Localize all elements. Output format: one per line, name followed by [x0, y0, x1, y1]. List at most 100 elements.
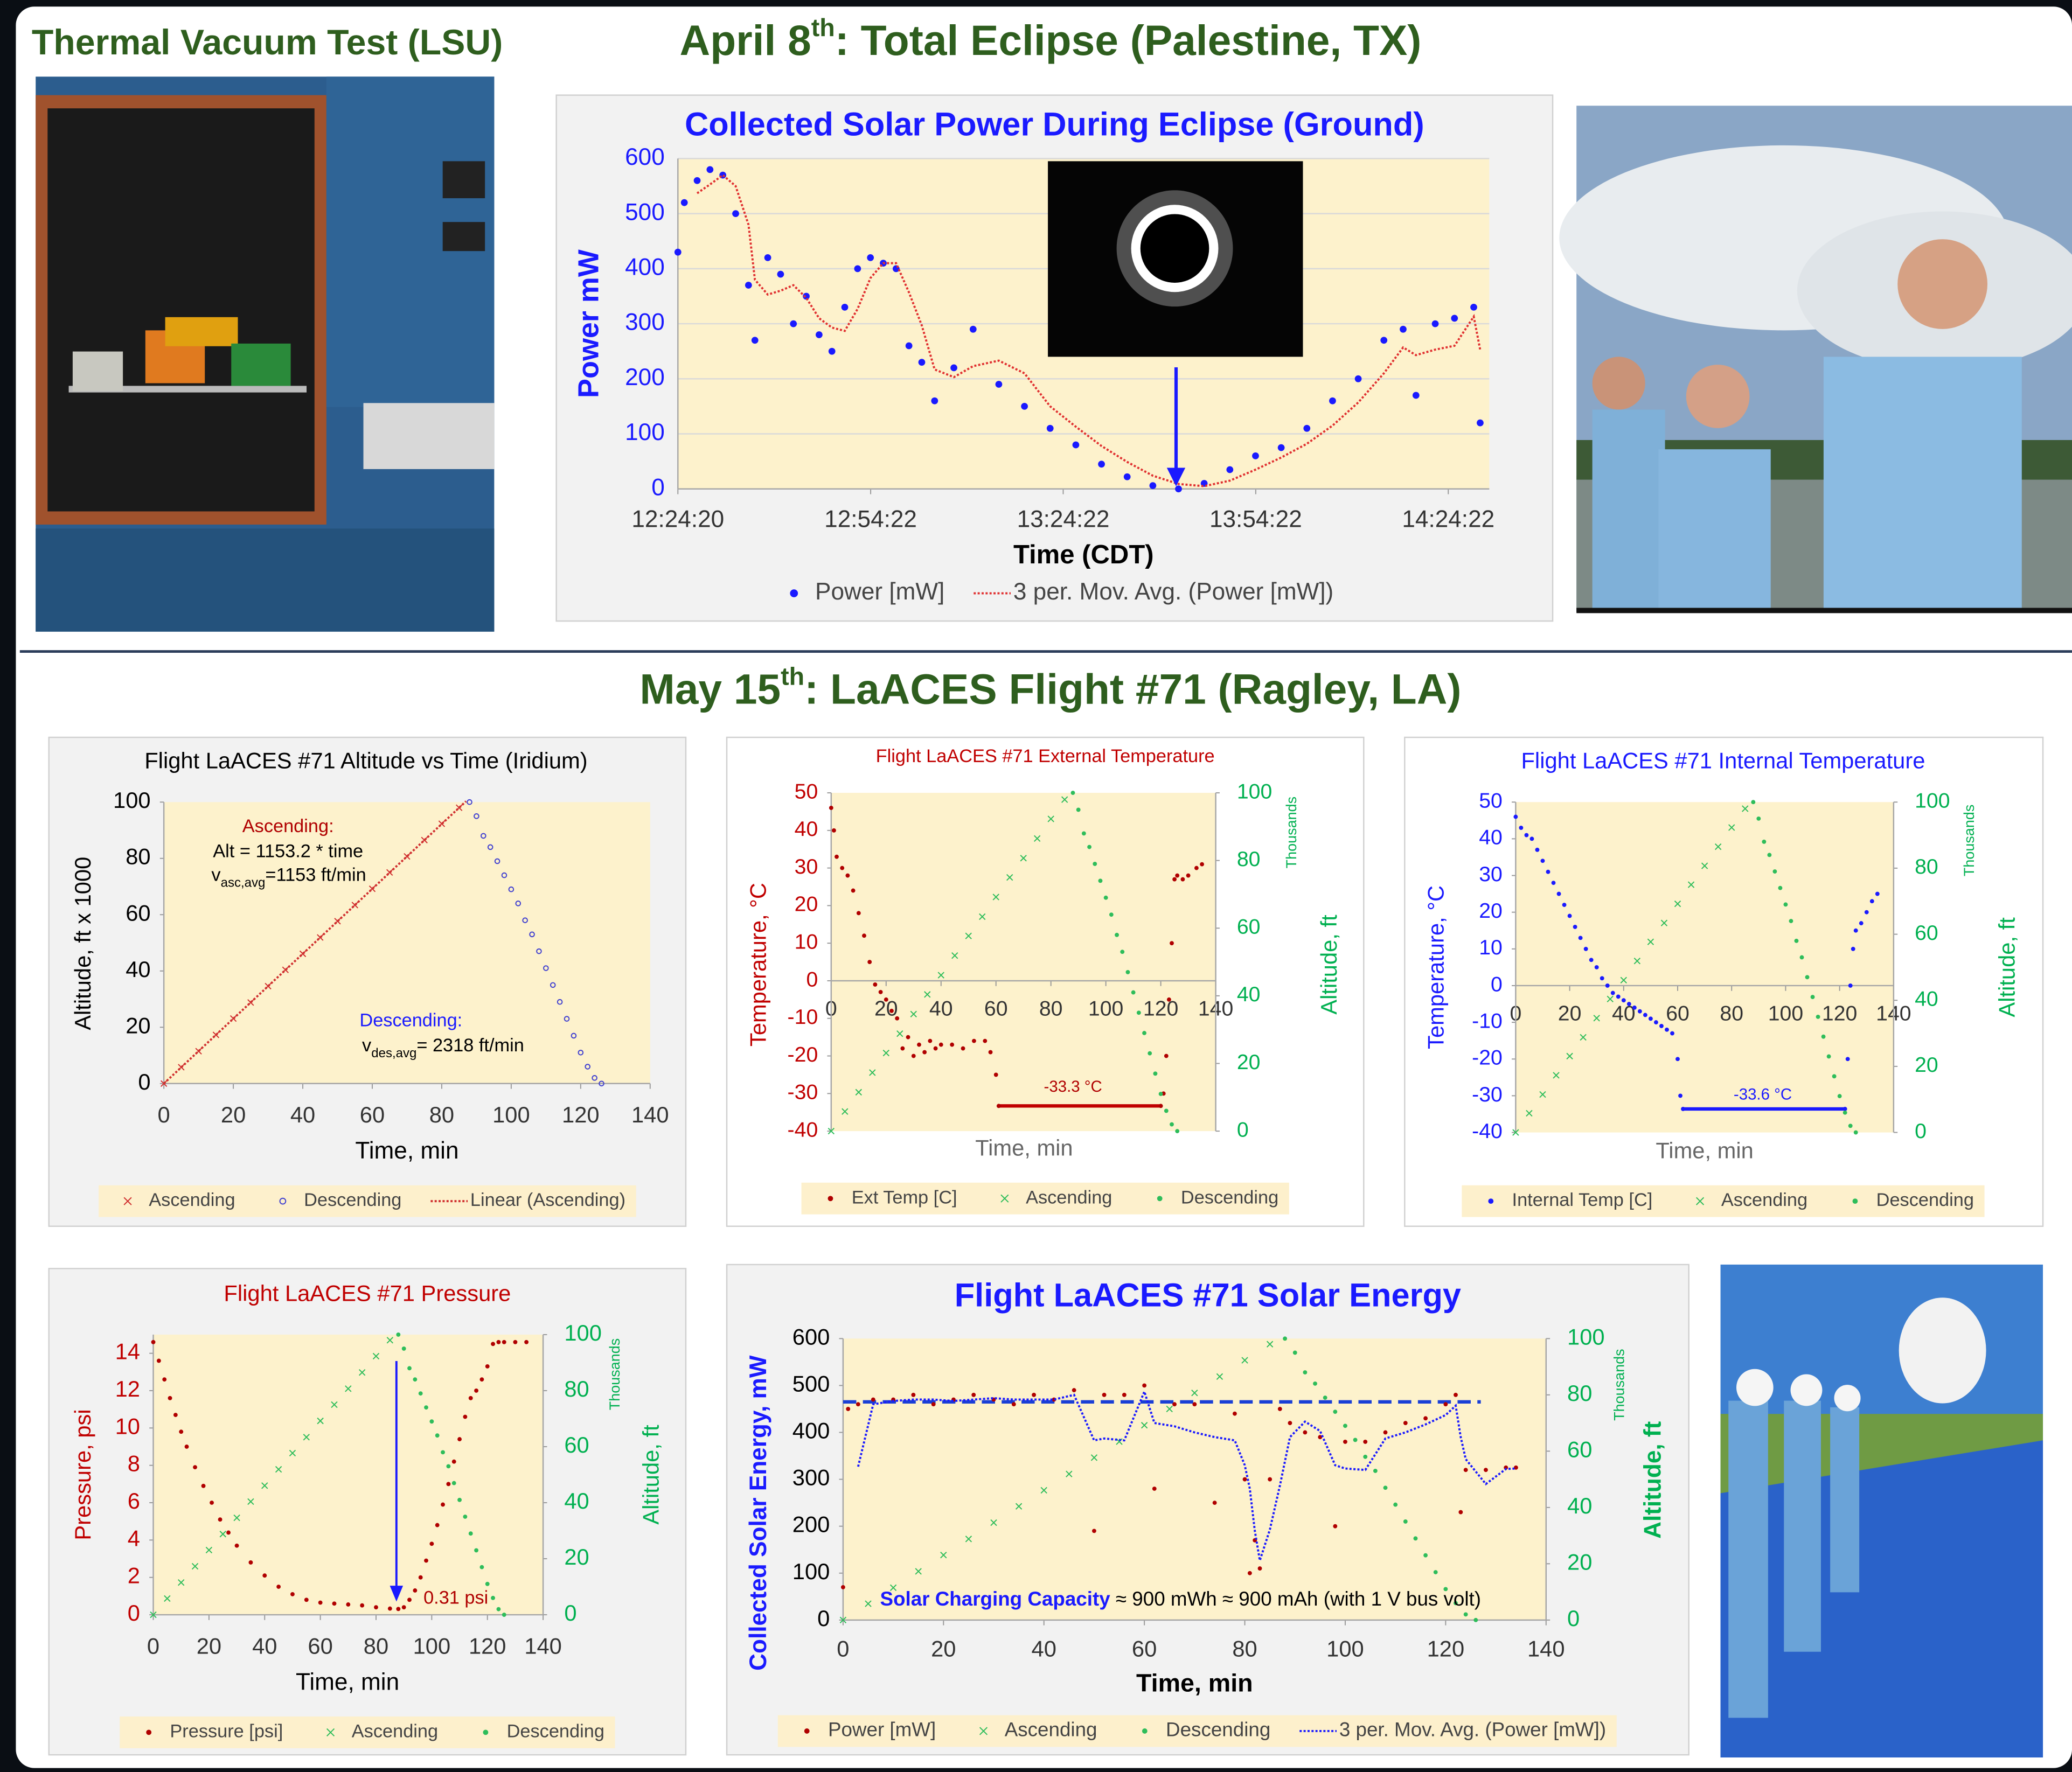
data-point: [1519, 826, 1523, 830]
data-point: [950, 1043, 954, 1047]
data-point: [1611, 991, 1615, 995]
x-tick-label: 60: [308, 1633, 332, 1658]
heading-part: May 15: [639, 665, 781, 713]
data-point: [1283, 1336, 1287, 1341]
data-point: [396, 1607, 400, 1611]
y-tick-label: -20: [1472, 1046, 1503, 1070]
data-point: [218, 1517, 223, 1522]
data-point: [994, 1073, 998, 1077]
data-point: [1149, 482, 1156, 489]
data-point: [1795, 939, 1799, 943]
data-point: [1524, 833, 1528, 838]
x-tick-label: 140: [524, 1633, 562, 1658]
legend-label: Power [mW]: [815, 578, 944, 605]
legend-label: Descending: [1166, 1719, 1270, 1741]
data-point: [151, 1340, 156, 1344]
x-tick-label: 120: [1143, 996, 1178, 1020]
data-point: [1767, 853, 1771, 857]
heading-part: : LaACES Flight #71 (Ragley, LA): [804, 665, 1461, 713]
data-point: [1098, 878, 1103, 883]
y-tick-label: 20: [126, 1013, 150, 1038]
data-point: [1167, 997, 1171, 1002]
y2-axis-label: Altitude, ft: [638, 1425, 664, 1525]
section-heading: April 8th: Total Eclipse (Palestine, TX): [680, 13, 1422, 64]
data-point: [1170, 941, 1174, 945]
data-point: [867, 960, 872, 964]
data-point: [1333, 1524, 1337, 1529]
data-point: [1175, 485, 1182, 492]
data-point: [989, 1050, 993, 1055]
data-point: [971, 1393, 976, 1397]
x-tick-label: 40: [290, 1102, 315, 1127]
data-point: [413, 1588, 417, 1593]
data-point: [193, 1465, 197, 1469]
x-tick-label: 14:24:22: [1402, 506, 1494, 532]
y2-axis-label: Altitude, ft: [1994, 917, 2019, 1017]
chart: Flight LaACES #71 External Temperature-4…: [727, 737, 1364, 1226]
data-point: [1827, 1055, 1831, 1059]
data-point: [429, 1419, 434, 1424]
data-point: [248, 1560, 253, 1565]
x-tick-label: 100: [1088, 996, 1123, 1020]
legend-marker: [804, 1728, 810, 1734]
data-point: [919, 359, 926, 366]
data-point: [1681, 1107, 1685, 1111]
data-point: [1076, 808, 1081, 812]
data-point: [1393, 1503, 1397, 1507]
data-point: [1477, 420, 1484, 427]
photo-balloon: [1721, 1265, 2043, 1757]
person: [1658, 449, 1770, 612]
data-point: [1175, 874, 1179, 878]
x-tick-label: 100: [492, 1102, 530, 1127]
annotation-part: v: [362, 1035, 372, 1056]
data-point: [1303, 1431, 1307, 1435]
data-point: [201, 1484, 206, 1488]
y-tick-label: 20: [795, 892, 818, 916]
y2-tick-label: 100: [1567, 1324, 1605, 1349]
data-point: [1363, 1440, 1367, 1444]
data-point: [446, 1464, 450, 1468]
data-point: [1762, 840, 1766, 844]
data-point: [1032, 1393, 1036, 1397]
y2-tick-label: 80: [1567, 1380, 1592, 1406]
x-axis-label: Time, min: [355, 1138, 458, 1164]
legend-marker: [790, 589, 798, 597]
legend-marker: [146, 1729, 151, 1735]
y-tick-label: 12: [115, 1376, 140, 1401]
y-tick-label: 6: [128, 1488, 140, 1513]
x-tick-label: 140: [1527, 1636, 1565, 1661]
data-point: [1071, 791, 1075, 795]
data-point: [1670, 1031, 1674, 1036]
data-point: [851, 889, 856, 893]
x-tick-label: 40: [1612, 1001, 1636, 1025]
data-point: [429, 1541, 434, 1546]
x-tick-label: 40: [1032, 1636, 1056, 1661]
y-tick-label: 30: [1479, 862, 1503, 886]
x-axis-label: Time, min: [296, 1669, 399, 1695]
data-point: [895, 1016, 899, 1021]
data-point: [1403, 1519, 1408, 1524]
data-point: [1535, 848, 1540, 852]
y-tick-label: 4: [128, 1525, 140, 1551]
data-point: [1373, 1469, 1378, 1473]
data-point: [777, 271, 784, 278]
legend-marker: [1853, 1198, 1858, 1204]
data-point: [1622, 998, 1626, 1002]
data-point: [997, 1104, 1001, 1108]
data-point: [1137, 1010, 1141, 1015]
data-point: [1848, 1124, 1853, 1128]
annotation: Ascending:: [242, 816, 334, 836]
legend-label: 3 per. Mov. Avg. (Power [mW]): [1339, 1719, 1606, 1741]
data-point: [1584, 947, 1588, 951]
x-tick-label: 80: [1232, 1636, 1257, 1661]
y2-tick-label: 60: [1915, 921, 1938, 945]
data-point: [1093, 862, 1097, 866]
data-point: [764, 254, 771, 261]
annotation: -33.6 °C: [1734, 1086, 1792, 1104]
page: {"headings": {"lab": "Thermal Vacuum Tes…: [0, 0, 2072, 1772]
legend-marker: [1488, 1198, 1493, 1204]
y-tick-label: 0: [651, 474, 665, 500]
chart-title: Flight LaACES #71 Pressure: [224, 1280, 511, 1306]
data-point: [917, 1043, 921, 1047]
helmet: [1736, 1369, 1774, 1406]
